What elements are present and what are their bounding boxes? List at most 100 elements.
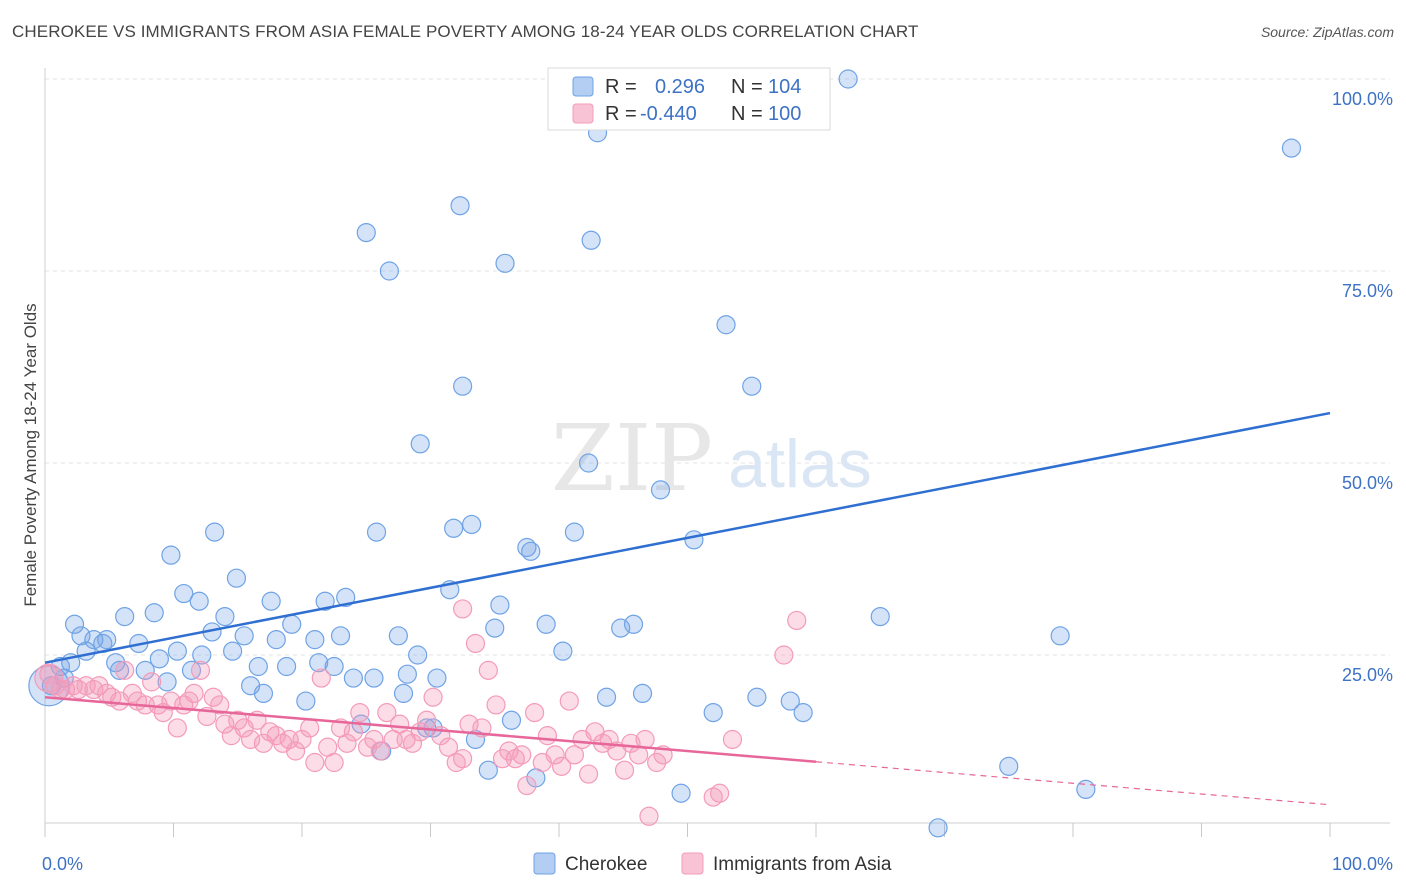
legend-n-label-asia: N = <box>731 103 763 125</box>
asia-point <box>305 752 325 773</box>
cherokee-point <box>71 626 91 646</box>
cherokee-point <box>1076 779 1096 800</box>
asia-point <box>167 718 187 738</box>
asia-point <box>34 663 64 693</box>
cherokee-point <box>336 587 356 608</box>
y-tick-label: 25.0% <box>1342 665 1393 685</box>
legend-n-value-asia: 100 <box>768 103 801 125</box>
cherokee-point <box>650 480 671 500</box>
asia-point <box>578 764 599 784</box>
cherokee-point <box>64 614 85 634</box>
asia-point <box>465 633 486 654</box>
cherokee-point <box>632 683 653 704</box>
cherokee-point <box>192 645 212 665</box>
asia-point <box>423 687 443 707</box>
asia-point <box>722 729 743 750</box>
cherokee-point <box>581 230 601 250</box>
asia-point <box>210 695 230 715</box>
cherokee-point <box>50 656 71 677</box>
asia-point <box>241 729 261 750</box>
cherokee-point <box>501 710 522 730</box>
asia-point <box>142 672 162 692</box>
cherokee-point <box>838 69 858 89</box>
asia-point <box>343 722 363 742</box>
x-tick-label: 0.0% <box>42 854 83 874</box>
cherokee-point <box>397 664 417 684</box>
asia-point <box>559 691 579 711</box>
cherokee-point <box>485 618 505 638</box>
asia-point <box>478 660 498 680</box>
cherokee-point <box>703 702 723 723</box>
cherokee-point <box>266 630 286 650</box>
watermark-zip: ZIP <box>551 405 713 512</box>
watermark: ZIP atlas <box>551 405 872 512</box>
cherokee-point <box>309 653 329 673</box>
asia-point <box>266 726 286 746</box>
cherokee-point <box>444 518 464 538</box>
asia-trend-line-dashed <box>815 761 1331 806</box>
x-tick-label: 100.0% <box>1332 854 1393 874</box>
bottom-legend-label-asia: Immigrants from Asia <box>713 854 892 875</box>
cherokee-point <box>596 687 617 707</box>
cherokee-point <box>276 656 297 677</box>
bottom-legend: Cherokee Immigrants from Asia <box>533 852 892 875</box>
cherokee-point <box>161 545 181 565</box>
cherokee-point <box>149 649 169 669</box>
asia-point <box>311 668 331 688</box>
asia-point <box>377 702 397 723</box>
asia-point <box>545 745 565 765</box>
asia-point <box>285 741 306 761</box>
asia-point <box>402 733 423 753</box>
cherokee-point <box>226 568 247 588</box>
cherokee-point <box>109 660 130 680</box>
asia-point <box>417 710 437 730</box>
cherokee-point <box>205 522 225 542</box>
asia-point <box>710 783 730 803</box>
asia-point <box>84 679 104 700</box>
cherokee-point <box>189 591 209 611</box>
asia-point <box>524 702 545 723</box>
cherokee-point <box>623 614 644 634</box>
legend-r-label-cherokee: R = <box>605 76 637 98</box>
trend-lines <box>44 411 1331 806</box>
bottom-legend-swatch-asia <box>681 852 704 875</box>
cherokee-point <box>553 641 573 661</box>
asia-point <box>115 660 135 680</box>
legend-r-value-cherokee: 0.296 <box>655 76 705 98</box>
asia-point <box>639 806 659 826</box>
y-tick-label: 50.0% <box>1342 473 1393 493</box>
gridlines <box>45 78 1390 656</box>
cherokee-point <box>296 691 316 711</box>
cherokee-point <box>324 656 344 677</box>
legend-n-label-cherokee: N = <box>731 76 763 98</box>
cherokee-point <box>747 687 767 707</box>
cherokee-point <box>793 702 813 723</box>
cherokee-point <box>684 530 704 550</box>
cherokee-point <box>330 626 351 646</box>
axes <box>44 68 1390 837</box>
legend-swatch-asia <box>572 103 594 124</box>
cherokee-point <box>450 196 470 216</box>
asia-point <box>564 745 585 765</box>
cherokee-point <box>427 668 447 688</box>
asia-point <box>453 599 473 619</box>
asia-point <box>184 683 204 704</box>
asia-point <box>614 760 635 780</box>
cherokee-point <box>410 434 430 454</box>
cherokee-point <box>564 522 585 542</box>
asia-point <box>89 676 109 696</box>
cherokee-point <box>167 641 187 661</box>
cherokee-point <box>870 606 890 627</box>
y-tick-labels: 25.0% 50.0% 75.0% 100.0% <box>1332 89 1393 685</box>
asia-point <box>350 702 370 723</box>
asia-point <box>324 752 344 773</box>
cherokee-point <box>495 253 515 273</box>
asia-point <box>774 645 794 665</box>
asia-point <box>647 752 667 773</box>
cherokee-point <box>366 522 387 542</box>
asia-point <box>537 726 558 746</box>
asia-point <box>499 741 519 761</box>
cherokee-point <box>305 630 325 650</box>
asia-point <box>438 737 459 757</box>
cherokee-point <box>234 626 254 646</box>
